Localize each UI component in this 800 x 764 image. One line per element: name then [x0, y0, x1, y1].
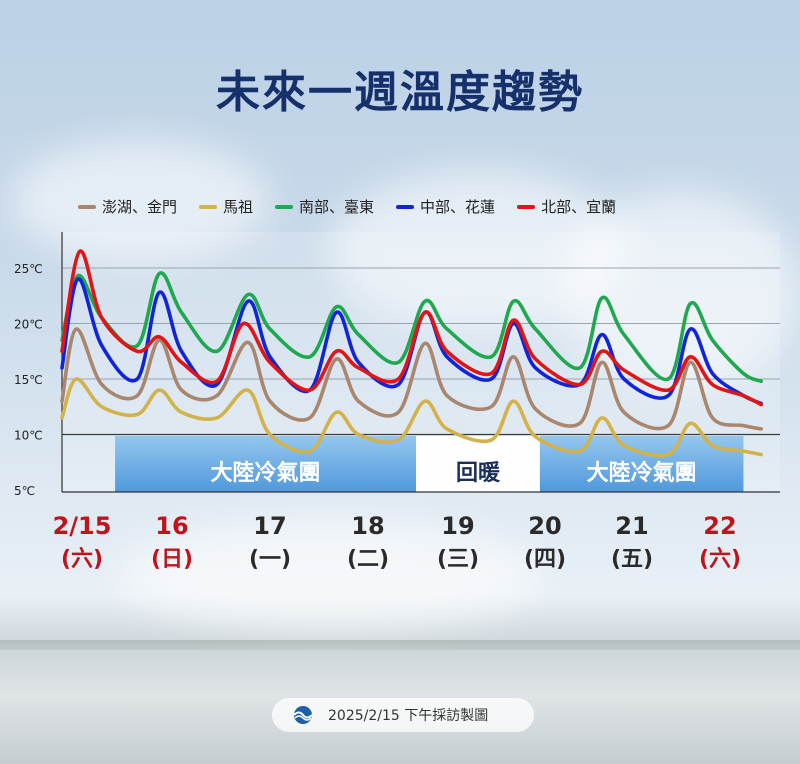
y-tick-label: 20℃	[14, 318, 43, 332]
cloud	[10, 140, 270, 260]
legend-swatch	[199, 204, 218, 209]
day-weekday-label: (六)	[699, 547, 741, 572]
chart-legend: 澎湖、金門 馬祖 南部、臺東 中部、花蓮 北部、宜蘭	[78, 196, 616, 217]
weather-band	[115, 436, 416, 492]
day-date-label: 21	[615, 512, 648, 540]
band-label: 回暖	[456, 461, 501, 486]
legend-label: 南部、臺東	[299, 198, 375, 216]
day-date-label: 16	[155, 512, 188, 540]
series-line	[60, 327, 763, 431]
day-weekday-label: (三)	[437, 547, 479, 572]
y-tick-label: 10℃	[14, 429, 43, 443]
series-line	[60, 377, 763, 458]
day-weekday-label: (四)	[524, 547, 566, 572]
footer-badge: 2025/2/15 下午採訪製圖	[272, 698, 534, 732]
legend-item: 中部、花蓮	[396, 196, 495, 217]
day-date-label: 22	[703, 512, 736, 540]
legend-swatch	[396, 204, 415, 209]
day-weekday-label: (二)	[347, 547, 389, 572]
band-label: 大陸冷氣團	[587, 460, 697, 486]
day-weekday-label: (六)	[61, 547, 103, 572]
legend-swatch	[517, 204, 536, 209]
legend-item: 馬祖	[199, 196, 253, 217]
y-tick-label: 25℃	[14, 262, 43, 276]
legend-label: 馬祖	[223, 198, 254, 216]
y-tick-label: 15℃	[14, 373, 43, 387]
footer-text: 2025/2/15 下午採訪製圖	[328, 708, 489, 724]
legend-label: 北部、宜蘭	[541, 198, 617, 216]
legend-label: 澎湖、金門	[102, 198, 178, 216]
series-line	[60, 271, 763, 384]
cwa-logo-icon	[293, 706, 313, 724]
series-line	[60, 249, 763, 407]
y-tick-label: 5℃	[14, 484, 35, 498]
legend-item: 北部、宜蘭	[517, 196, 616, 217]
day-date-label: 2/15	[53, 512, 112, 540]
day-date-label: 19	[441, 512, 474, 540]
day-weekday-label: (五)	[611, 547, 653, 572]
series-line	[60, 277, 763, 406]
band-label: 大陸冷氣團	[211, 460, 321, 486]
legend-item: 南部、臺東	[275, 196, 374, 217]
legend-swatch	[78, 204, 96, 209]
page-title: 未來一週溫度趨勢	[216, 67, 584, 118]
day-weekday-label: (日)	[151, 547, 193, 572]
legend-label: 中部、花蓮	[420, 198, 496, 216]
day-date-label: 18	[351, 512, 384, 540]
cloud	[120, 520, 540, 630]
day-weekday-label: (一)	[249, 547, 291, 572]
day-date-label: 17	[253, 512, 286, 540]
legend-item: 澎湖、金門	[78, 196, 177, 217]
weather-band	[416, 436, 540, 492]
legend-swatch	[275, 204, 294, 209]
day-date-label: 20	[528, 512, 561, 540]
